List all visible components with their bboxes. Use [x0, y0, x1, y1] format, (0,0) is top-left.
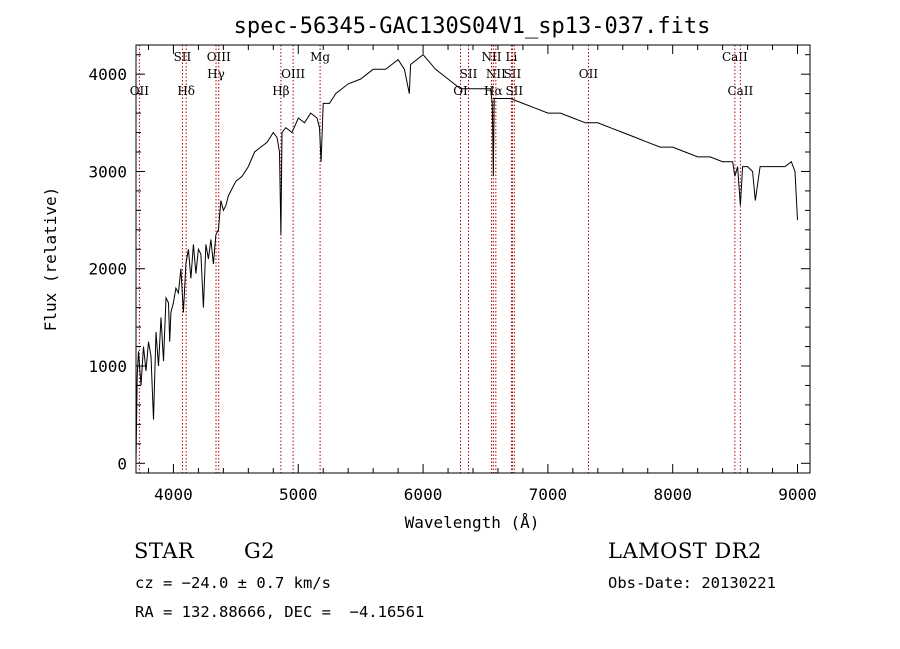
y-axis-ticks: 0 1000 2000 3000 4000 [88, 54, 810, 473]
y-axis-label: Flux (relative) [41, 187, 60, 332]
spectral-line-label: NII [486, 67, 506, 81]
y-tick-label: 1000 [88, 357, 127, 376]
redshift-velocity: cz = −24.0 ± 0.7 km/s [135, 574, 331, 592]
spectral-line-label: OI [453, 84, 468, 98]
spectral-line-label: NII [481, 50, 501, 64]
y-tick-label: 3000 [88, 162, 127, 181]
x-tick-label: 7000 [529, 485, 568, 504]
spectral-line-label: Li [506, 50, 518, 64]
observation-date: Obs-Date: 20130221 [608, 574, 776, 592]
y-tick-label: 2000 [88, 260, 127, 279]
object-class: STAR [134, 539, 195, 563]
y-tick-label: 4000 [88, 65, 127, 84]
spectral-line-label: SII [505, 84, 523, 98]
x-tick-label: 4000 [154, 485, 193, 504]
spectral-line-label: Hβ [272, 84, 289, 98]
spectral-line-label: OII [579, 67, 599, 81]
x-axis-ticks: 4000 5000 6000 7000 8000 9000 [147, 45, 817, 504]
spectral-line-label: OII [130, 84, 150, 98]
x-tick-label: 5000 [279, 485, 318, 504]
spectral-line-label: Hγ [207, 67, 225, 81]
spectral-line-markers: OIISIIHδOIIIHγHβOIIIMgOISIINIIHαNIILiSII… [130, 45, 754, 473]
spectral-line-label: CaII [727, 84, 753, 98]
spectral-subclass: G2 [244, 539, 276, 563]
spectral-line-label: OIII [207, 50, 231, 64]
spectral-line-label: SII [504, 67, 522, 81]
plot-frame [135, 44, 811, 474]
spectral-line-label: Mg [310, 50, 330, 64]
spectral-line-label: SII [460, 67, 478, 81]
coordinates: RA = 132.88666, DEC = −4.16561 [135, 603, 425, 621]
x-tick-label: 6000 [404, 485, 443, 504]
spectral-line-label: Hα [484, 84, 503, 98]
spectral-line-label: OIII [281, 67, 305, 81]
x-axis-label: Wavelength (Å) [405, 513, 540, 532]
y-tick-label: 0 [117, 454, 127, 473]
spectral-line-label: Hδ [177, 84, 195, 98]
chart-title: spec-56345-GAC130S04V1_sp13-037.fits [234, 14, 711, 39]
spectrum-series-line [135, 54, 798, 464]
x-tick-label: 8000 [653, 485, 692, 504]
survey-name: LAMOST DR2 [608, 539, 762, 563]
spectral-line-label: CaII [722, 50, 748, 64]
x-tick-label: 9000 [778, 485, 817, 504]
spectral-line-label: SII [174, 50, 192, 64]
